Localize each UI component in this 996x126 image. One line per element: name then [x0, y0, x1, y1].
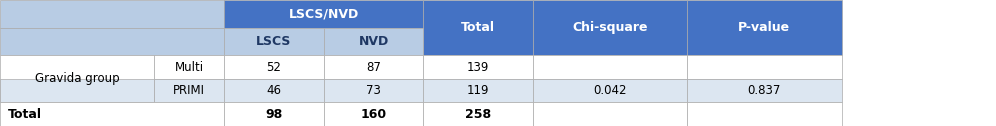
- Bar: [224, 79, 324, 102]
- Text: 160: 160: [361, 107, 386, 121]
- Bar: [154, 79, 224, 102]
- Bar: [687, 0, 842, 55]
- Bar: [0, 0, 224, 28]
- Bar: [423, 79, 533, 102]
- Bar: [154, 55, 224, 79]
- Bar: [0, 102, 224, 126]
- Text: 98: 98: [265, 107, 283, 121]
- Bar: [687, 102, 842, 126]
- Text: Total: Total: [8, 107, 42, 121]
- Bar: [324, 102, 423, 126]
- Text: P-value: P-value: [738, 21, 791, 34]
- Bar: [324, 79, 423, 102]
- Text: 46: 46: [266, 84, 282, 97]
- Bar: [687, 79, 842, 102]
- Text: Gravida group: Gravida group: [35, 72, 120, 85]
- Text: PRIMI: PRIMI: [173, 84, 205, 97]
- Bar: [224, 0, 423, 28]
- Bar: [533, 102, 687, 126]
- Bar: [224, 102, 324, 126]
- Bar: [533, 79, 687, 102]
- Bar: [0, 55, 154, 102]
- Text: LSCS/NVD: LSCS/NVD: [289, 7, 359, 20]
- Bar: [0, 79, 154, 102]
- Bar: [533, 0, 687, 55]
- Bar: [423, 0, 533, 55]
- Bar: [0, 28, 224, 55]
- Text: Total: Total: [461, 21, 495, 34]
- Bar: [533, 55, 687, 79]
- Text: 119: 119: [467, 84, 489, 97]
- Bar: [324, 55, 423, 79]
- Bar: [687, 55, 842, 79]
- Text: Chi-square: Chi-square: [573, 21, 647, 34]
- Bar: [423, 102, 533, 126]
- Bar: [224, 28, 324, 55]
- Text: 87: 87: [367, 61, 380, 74]
- Text: 139: 139: [467, 61, 489, 74]
- Bar: [224, 55, 324, 79]
- Text: Multi: Multi: [174, 61, 204, 74]
- Text: 73: 73: [367, 84, 380, 97]
- Text: NVD: NVD: [359, 35, 388, 48]
- Text: 52: 52: [267, 61, 281, 74]
- Text: 0.837: 0.837: [748, 84, 781, 97]
- Bar: [423, 55, 533, 79]
- Bar: [324, 28, 423, 55]
- Text: LSCS: LSCS: [256, 35, 292, 48]
- Text: 258: 258: [465, 107, 491, 121]
- Text: 0.042: 0.042: [594, 84, 626, 97]
